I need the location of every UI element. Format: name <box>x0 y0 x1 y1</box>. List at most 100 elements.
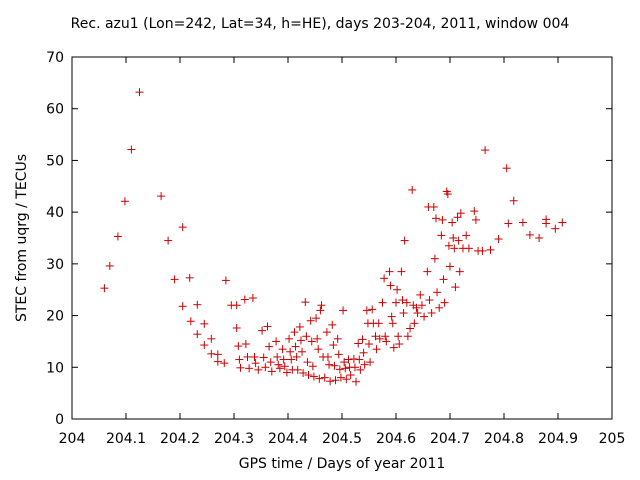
data-point <box>245 364 254 373</box>
data-point <box>389 343 398 352</box>
axis-tick-labels: 204 204.1 204.2 204.3 204.4 204.5 204.6 204.7 20… <box>46 50 625 447</box>
data-point <box>502 164 511 173</box>
data-point <box>451 283 460 292</box>
data-point <box>403 332 412 341</box>
data-point <box>371 332 380 341</box>
data-point <box>394 332 403 341</box>
data-point <box>275 364 284 373</box>
data-point <box>274 360 283 369</box>
data-point <box>241 340 250 349</box>
data-point <box>306 316 315 325</box>
data-point <box>413 308 422 317</box>
data-point <box>291 342 300 351</box>
data-points <box>100 88 567 386</box>
data-point <box>258 326 267 335</box>
data-point <box>304 371 313 380</box>
data-point <box>380 274 389 283</box>
y-tick-label: 30 <box>46 257 64 273</box>
data-point <box>232 301 241 310</box>
y-tick-label: 20 <box>46 309 64 325</box>
data-point <box>374 319 383 328</box>
data-point <box>207 349 216 358</box>
data-point <box>207 334 216 343</box>
x-tick-label: 204.2 <box>160 431 200 447</box>
data-point <box>454 236 463 245</box>
data-point <box>350 363 359 372</box>
data-point <box>259 353 268 362</box>
x-tick-label: 204.8 <box>484 431 524 447</box>
data-point <box>272 337 281 346</box>
data-point <box>273 352 282 361</box>
data-point <box>551 224 560 233</box>
data-point <box>393 285 402 294</box>
data-point <box>221 276 230 285</box>
data-point <box>299 368 308 377</box>
x-tick-label: 204.1 <box>106 431 146 447</box>
data-point <box>261 363 270 372</box>
data-point <box>105 261 114 270</box>
data-point <box>417 301 426 310</box>
data-point <box>331 376 340 385</box>
x-tick-label: 204.5 <box>322 431 362 447</box>
data-point <box>303 358 312 367</box>
data-point <box>423 267 432 276</box>
data-point <box>185 273 194 282</box>
data-point <box>334 350 343 359</box>
data-point <box>193 300 202 309</box>
data-point <box>315 374 324 383</box>
data-point <box>286 347 295 356</box>
data-point <box>335 365 344 374</box>
data-point <box>352 377 361 386</box>
data-point <box>236 363 245 372</box>
data-point <box>408 185 417 194</box>
data-point <box>481 146 490 155</box>
data-point <box>504 219 513 228</box>
data-point <box>113 232 122 241</box>
data-point <box>157 192 166 201</box>
data-point <box>431 214 440 223</box>
data-point <box>406 324 415 333</box>
data-point <box>282 368 291 377</box>
data-point <box>455 267 464 276</box>
data-point <box>471 215 480 224</box>
data-point <box>325 360 334 369</box>
data-point <box>293 365 302 374</box>
x-tick-label: 204.9 <box>538 431 578 447</box>
data-point <box>360 360 369 369</box>
data-point <box>385 267 394 276</box>
data-point <box>295 322 304 331</box>
data-point <box>420 312 429 321</box>
data-point <box>307 337 316 346</box>
x-axis-label: GPS time / Days of year 2011 <box>238 456 446 472</box>
data-point <box>440 298 449 307</box>
data-point <box>430 254 439 263</box>
data-point <box>398 296 407 305</box>
data-point <box>186 317 195 326</box>
data-point <box>349 355 358 364</box>
y-axis-label: STEC from uqrg / TECUs <box>14 153 30 323</box>
data-point <box>287 355 296 364</box>
data-point <box>412 303 421 312</box>
data-point <box>359 348 368 357</box>
data-point <box>265 342 274 351</box>
data-point <box>464 244 473 253</box>
data-point <box>312 314 321 323</box>
data-point <box>518 218 527 227</box>
data-point <box>378 298 387 307</box>
data-point <box>323 352 332 361</box>
data-point <box>266 358 275 367</box>
data-point <box>301 298 310 307</box>
x-tick-label: 204.4 <box>268 431 308 447</box>
data-point <box>387 312 396 321</box>
data-point <box>509 196 518 205</box>
data-point <box>251 359 260 368</box>
data-point <box>558 218 567 227</box>
data-point <box>240 295 249 304</box>
data-point <box>372 345 381 354</box>
x-tick-label: 204.7 <box>430 431 470 447</box>
data-point <box>381 332 390 341</box>
data-point <box>392 298 400 307</box>
data-point <box>443 190 452 199</box>
data-point <box>336 373 345 382</box>
data-point <box>120 197 129 206</box>
